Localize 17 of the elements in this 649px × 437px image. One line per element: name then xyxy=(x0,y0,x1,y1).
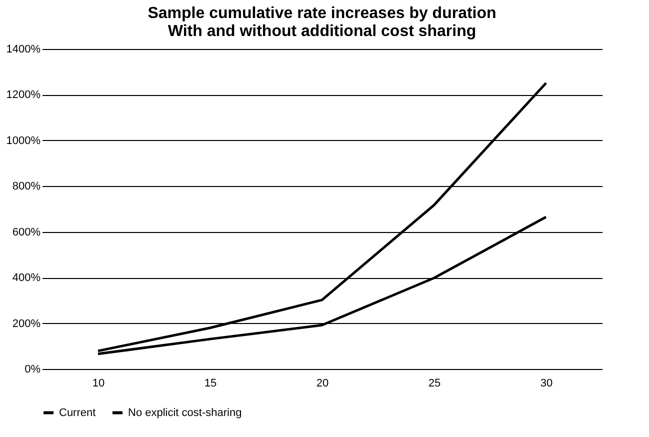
y-tick-label: 600% xyxy=(12,226,41,238)
y-tick-label: 400% xyxy=(12,272,41,284)
x-tick-label: 10 xyxy=(92,378,105,390)
x-tick-label: 30 xyxy=(540,378,553,390)
x-tick-label: 15 xyxy=(204,378,217,390)
y-tick-label: 1200% xyxy=(6,89,41,102)
legend-label: Current xyxy=(59,406,96,419)
y-tick-label: 1000% xyxy=(6,134,41,147)
y-tick-label: 0% xyxy=(24,364,41,376)
x-tick-label: 25 xyxy=(428,378,441,390)
x-tick-label: 20 xyxy=(316,378,329,390)
y-tick-label: 800% xyxy=(12,180,41,193)
text: With and without additional cost sharing xyxy=(168,23,476,40)
legend-label: No explicit cost-sharing xyxy=(128,406,242,419)
y-tick-label: 200% xyxy=(12,318,41,330)
text: Sample cumulative rate increases by duration xyxy=(148,5,496,22)
y-tick-label: 1400% xyxy=(6,44,41,56)
